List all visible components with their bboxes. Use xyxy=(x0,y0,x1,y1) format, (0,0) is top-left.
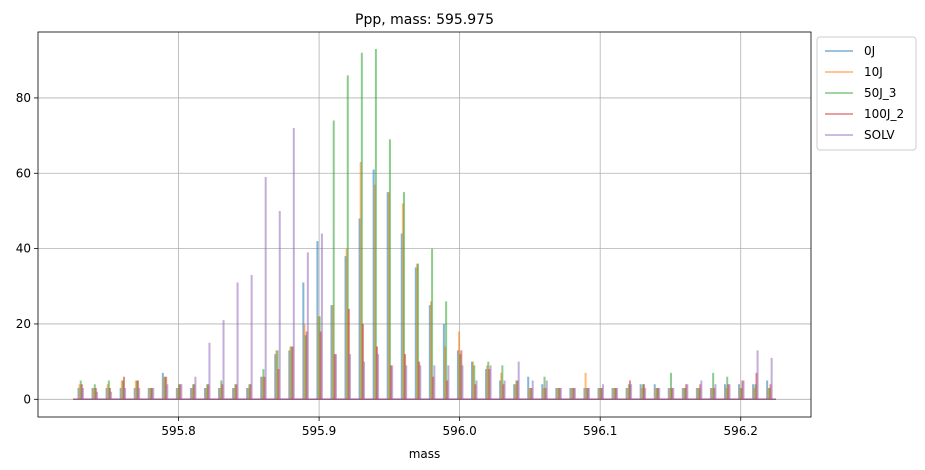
legend-label: 100J_2 xyxy=(864,107,904,121)
series-peaks xyxy=(78,161,770,400)
series-peaks xyxy=(81,128,773,400)
x-axis-label: mass xyxy=(409,447,441,461)
legend-label: 10J xyxy=(864,65,883,79)
y-tick-label: 0 xyxy=(23,392,31,406)
legend-frame xyxy=(816,36,917,151)
y-tick-label: 80 xyxy=(16,91,31,105)
y-tick-label: 40 xyxy=(16,242,31,256)
series-peaks xyxy=(77,169,769,400)
series-peaks xyxy=(79,48,771,400)
series-peaks xyxy=(80,308,772,400)
y-tick-label: 20 xyxy=(16,317,31,331)
legend-label: SOLV xyxy=(864,128,895,142)
plot-frame xyxy=(37,31,812,418)
x-tick-label: 596.2 xyxy=(724,424,758,438)
legend-label: 0J xyxy=(864,44,875,58)
series-SOLV xyxy=(73,128,776,401)
chart-title: Ppp, mass: 595.975 xyxy=(355,12,494,28)
x-tick-label: 596.1 xyxy=(583,424,617,438)
plot-lines xyxy=(73,48,776,401)
x-tick-label: 595.9 xyxy=(302,424,336,438)
y-tick-label: 60 xyxy=(16,166,31,180)
axis-ticks: 595.8 595.9 596.0 596.1 596.2 0 20 40 60 80 xyxy=(16,91,758,438)
legend: 0J 10J 50J_3 100J_2 SOLV xyxy=(816,36,917,151)
legend-label: 50J_3 xyxy=(864,86,896,100)
x-tick-label: 596.0 xyxy=(442,424,476,438)
x-tick-label: 595.8 xyxy=(161,424,195,438)
